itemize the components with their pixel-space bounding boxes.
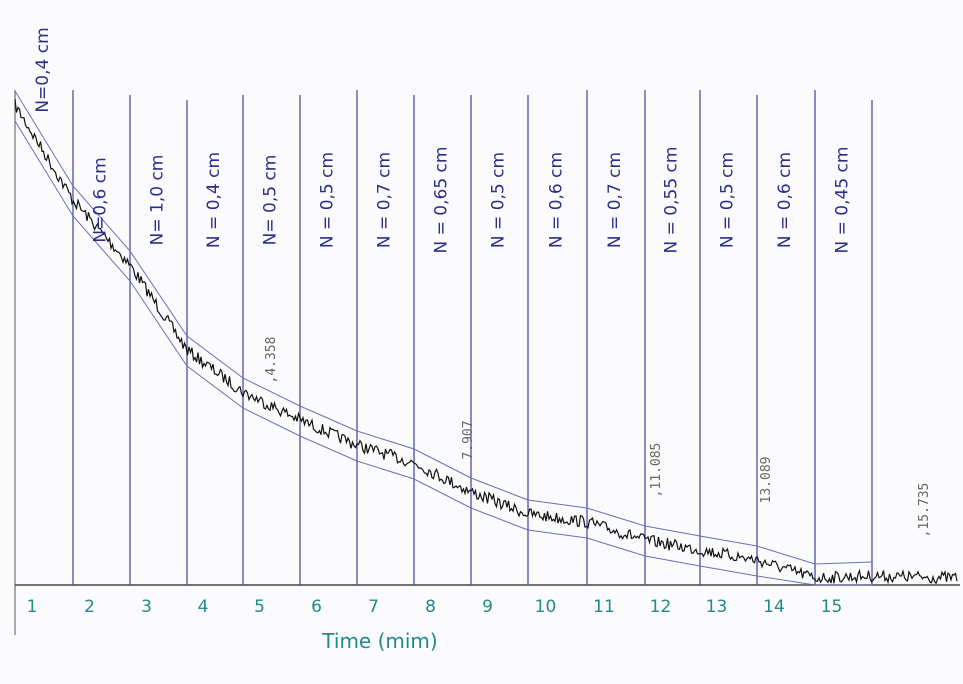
- envelope: [14, 120, 872, 586]
- annotation: N = 0,6 cm: [775, 152, 795, 248]
- x-tick-label: 9: [482, 597, 493, 617]
- stamp: ,15.735: [917, 483, 932, 538]
- annotation: N= 0,5 cm: [261, 155, 281, 246]
- x-axis-label: Time (mim): [321, 629, 437, 653]
- x-tick-label: 13: [706, 597, 728, 617]
- annotation: N= 1,0 cm: [148, 155, 168, 246]
- x-tick-label: 6: [311, 597, 322, 617]
- stamp: ,11.085: [649, 443, 664, 498]
- annotation: N=0,4 cm: [33, 27, 53, 112]
- annotation: N = 0,55 cm: [662, 147, 682, 254]
- annotation: N = 0,65 cm: [432, 147, 452, 254]
- x-tick-label: 3: [141, 597, 152, 617]
- x-tick-label: 4: [198, 597, 209, 617]
- annotation: N = 0,5 cm: [318, 152, 338, 248]
- x-tick-label: 10: [535, 597, 557, 617]
- x-tick-label: 15: [821, 597, 843, 617]
- stamp: ,4.358: [264, 337, 279, 384]
- x-tick-label: 2: [84, 597, 95, 617]
- stamp: 7.907: [461, 420, 476, 459]
- x-tick-label: 5: [254, 597, 265, 617]
- stamp: 13.089: [759, 457, 774, 504]
- x-tick-label: 8: [425, 597, 436, 617]
- chart-body: N=0,4 cm N=0,6 cm N= 1,0 cm N = 0,4 cm N= 0,…: [14, 27, 958, 617]
- x-tick-label: 12: [650, 597, 672, 617]
- annotation: N = 0,6 cm: [547, 152, 567, 248]
- x-tick-label: 1: [27, 597, 38, 617]
- x-tick-label: 7: [368, 597, 379, 617]
- annotation: N = 0,7 cm: [375, 152, 395, 248]
- x-tick-label: 11: [593, 597, 615, 617]
- annotation: N = 0,5 cm: [489, 152, 509, 248]
- envelope: [14, 90, 873, 565]
- trace: [14, 98, 958, 585]
- annotation: N = 0,5 cm: [718, 152, 738, 248]
- annotation: N = 0,4 cm: [204, 152, 224, 248]
- annotation: N=0,6 cm: [91, 157, 111, 242]
- x-tick-label: 14: [763, 597, 785, 617]
- annotation: N = 0,45 cm: [833, 147, 853, 254]
- annotation: N = 0,7 cm: [605, 152, 625, 248]
